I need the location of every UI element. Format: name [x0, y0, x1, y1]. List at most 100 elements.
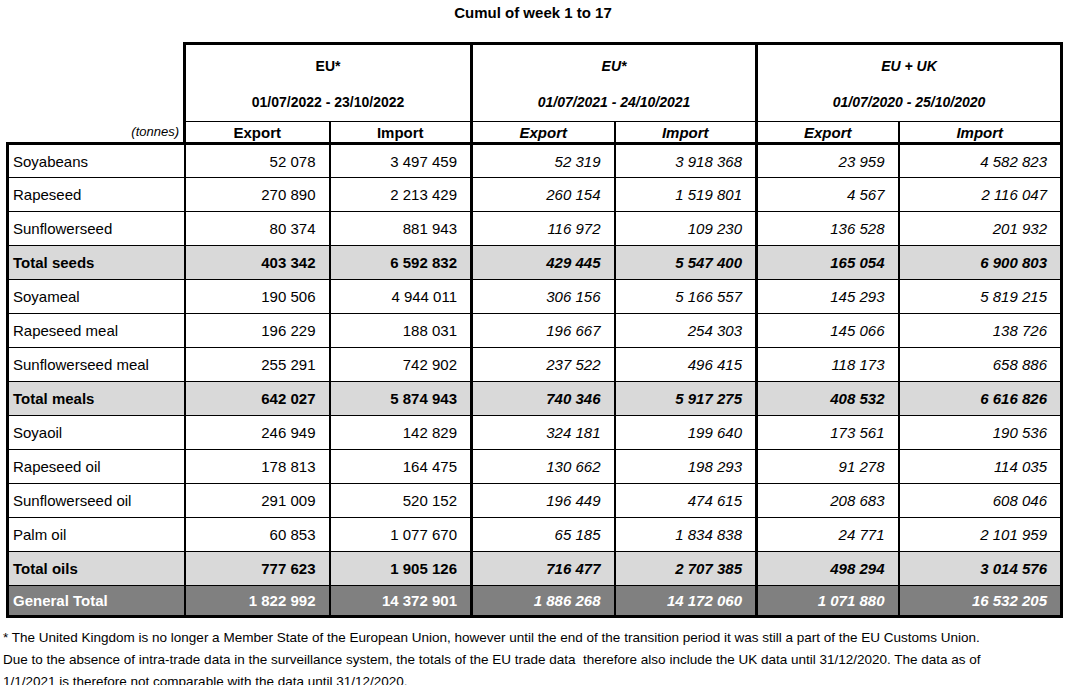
value-cell: 6 592 832: [330, 246, 472, 280]
value-cell: 116 972: [472, 212, 615, 246]
value-cell: 3 497 459: [330, 144, 472, 178]
value-cell: 658 886: [899, 348, 1062, 382]
value-cell: 742 902: [330, 348, 472, 382]
column-group-eu-uk-2020: EU + UK 01/07/2020 - 25/10/2020: [757, 44, 1062, 122]
value-cell: 403 342: [185, 246, 330, 280]
table-row-total-meals: Total meals 642 027 5 874 943 740 346 5 …: [8, 382, 1062, 416]
value-cell: 608 046: [899, 484, 1062, 518]
trade-table: EU* 01/07/2022 - 23/10/2022 EU* 01/07/20…: [6, 42, 1063, 618]
footnote-line: Due to the absence of intra-trade data i…: [3, 649, 1065, 671]
value-cell: 237 522: [472, 348, 615, 382]
value-cell: 5 917 275: [615, 382, 757, 416]
value-cell: 2 116 047: [899, 178, 1062, 212]
row-label: Palm oil: [8, 518, 185, 552]
footnote: * The United Kingdom is no longer a Memb…: [3, 627, 1065, 685]
value-cell: 1 834 838: [615, 518, 757, 552]
row-label: General Total: [8, 586, 185, 617]
table-row: Rapeseed meal 196 229 188 031 196 667 25…: [8, 314, 1062, 348]
sub-header-row: (tonnes) Export Import Export Import Exp…: [8, 122, 1062, 144]
value-cell: 4 944 011: [330, 280, 472, 314]
value-cell: 52 319: [472, 144, 615, 178]
value-cell: 5 819 215: [899, 280, 1062, 314]
value-cell: 165 054: [757, 246, 899, 280]
value-cell: 14 172 060: [615, 586, 757, 617]
subheader-import: Import: [615, 122, 757, 144]
value-cell: 60 853: [185, 518, 330, 552]
value-cell: 740 346: [472, 382, 615, 416]
value-cell: 3 014 576: [899, 552, 1062, 586]
row-label: Rapeseed oil: [8, 450, 185, 484]
value-cell: 306 156: [472, 280, 615, 314]
value-cell: 1 822 992: [185, 586, 330, 617]
group-name: EU + UK: [881, 58, 937, 74]
table-row-total-seeds: Total seeds 403 342 6 592 832 429 445 5 …: [8, 246, 1062, 280]
table-row: Sunflowerseed 80 374 881 943 116 972 109…: [8, 212, 1062, 246]
row-label: Soyaoil: [8, 416, 185, 450]
value-cell: 1 886 268: [472, 586, 615, 617]
value-cell: 14 372 901: [330, 586, 472, 617]
row-label: Soyameal: [8, 280, 185, 314]
value-cell: 80 374: [185, 212, 330, 246]
value-cell: 716 477: [472, 552, 615, 586]
row-label: Sunflowerseed: [8, 212, 185, 246]
value-cell: 173 561: [757, 416, 899, 450]
subheader-export: Export: [185, 122, 330, 144]
value-cell: 114 035: [899, 450, 1062, 484]
value-cell: 4 567: [757, 178, 899, 212]
value-cell: 23 959: [757, 144, 899, 178]
page-title: Cumul of week 1 to 17: [0, 4, 1066, 21]
value-cell: 255 291: [185, 348, 330, 382]
value-cell: 474 615: [615, 484, 757, 518]
subheader-import: Import: [899, 122, 1062, 144]
value-cell: 5 166 557: [615, 280, 757, 314]
row-label: Sunflowerseed oil: [8, 484, 185, 518]
value-cell: 496 415: [615, 348, 757, 382]
value-cell: 91 278: [757, 450, 899, 484]
value-cell: 3 918 368: [615, 144, 757, 178]
row-label: Rapeseed meal: [8, 314, 185, 348]
table-row: Soyabeans 52 078 3 497 459 52 319 3 918 …: [8, 144, 1062, 178]
table-row: Soyaoil 246 949 142 829 324 181 199 640 …: [8, 416, 1062, 450]
row-label: Total oils: [8, 552, 185, 586]
column-group-eu-2021: EU* 01/07/2021 - 24/10/2021: [472, 44, 757, 122]
value-cell: 260 154: [472, 178, 615, 212]
value-cell: 4 582 823: [899, 144, 1062, 178]
table-row: Soyameal 190 506 4 944 011 306 156 5 166…: [8, 280, 1062, 314]
value-cell: 1 905 126: [330, 552, 472, 586]
value-cell: 208 683: [757, 484, 899, 518]
value-cell: 1 077 670: [330, 518, 472, 552]
value-cell: 164 475: [330, 450, 472, 484]
value-cell: 324 181: [472, 416, 615, 450]
table-row: Rapeseed oil 178 813 164 475 130 662 198…: [8, 450, 1062, 484]
table-row: Rapeseed 270 890 2 213 429 260 154 1 519…: [8, 178, 1062, 212]
group-period: 01/07/2022 - 23/10/2022: [252, 94, 405, 110]
column-group-header-row: EU* 01/07/2022 - 23/10/2022 EU* 01/07/20…: [8, 44, 1062, 122]
column-group-eu-2022: EU* 01/07/2022 - 23/10/2022: [185, 44, 472, 122]
value-cell: 196 449: [472, 484, 615, 518]
value-cell: 24 771: [757, 518, 899, 552]
value-cell: 145 066: [757, 314, 899, 348]
value-cell: 16 532 205: [899, 586, 1062, 617]
value-cell: 1 071 880: [757, 586, 899, 617]
value-cell: 6 900 803: [899, 246, 1062, 280]
value-cell: 520 152: [330, 484, 472, 518]
value-cell: 190 506: [185, 280, 330, 314]
value-cell: 2 213 429: [330, 178, 472, 212]
value-cell: 642 027: [185, 382, 330, 416]
value-cell: 5 547 400: [615, 246, 757, 280]
footnote-line: * The United Kingdom is no longer a Memb…: [3, 627, 1065, 649]
table-row: Palm oil 60 853 1 077 670 65 185 1 834 8…: [8, 518, 1062, 552]
group-period: 01/07/2020 - 25/10/2020: [833, 94, 986, 110]
value-cell: 2 707 385: [615, 552, 757, 586]
table-row-general-total: General Total 1 822 992 14 372 901 1 886…: [8, 586, 1062, 617]
value-cell: 190 536: [899, 416, 1062, 450]
value-cell: 142 829: [330, 416, 472, 450]
value-cell: 777 623: [185, 552, 330, 586]
value-cell: 138 726: [899, 314, 1062, 348]
value-cell: 118 173: [757, 348, 899, 382]
value-cell: 199 640: [615, 416, 757, 450]
value-cell: 196 667: [472, 314, 615, 348]
table-row-total-oils: Total oils 777 623 1 905 126 716 477 2 7…: [8, 552, 1062, 586]
row-label: Soyabeans: [8, 144, 185, 178]
row-label: Rapeseed: [8, 178, 185, 212]
